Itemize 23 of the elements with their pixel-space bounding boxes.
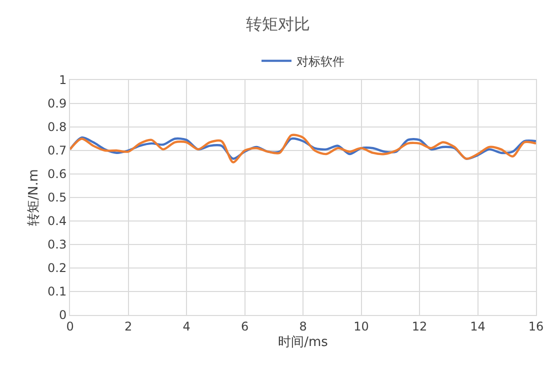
- y-tick-label: 0.2: [48, 261, 67, 276]
- x-tick-label: 14: [470, 319, 486, 334]
- y-axis-title: 转矩/N.m: [26, 169, 42, 226]
- y-tick-label: 0.6: [48, 167, 67, 182]
- x-tick-label: 10: [354, 319, 369, 334]
- x-tick-label: 16: [528, 319, 544, 334]
- y-tick-label: 1: [58, 73, 67, 88]
- x-tick-label: 2: [124, 319, 132, 334]
- y-tick-label: 0.8: [48, 120, 67, 134]
- legend-label: 对标软件: [296, 54, 344, 68]
- y-tick-label: 0.9: [48, 96, 67, 111]
- y-tick-label: 0.3: [48, 238, 67, 252]
- x-tick-label: 6: [240, 319, 249, 334]
- x-tick-label: 12: [412, 319, 428, 334]
- x-tick-label: 8: [299, 319, 307, 334]
- y-tick-label: 0.7: [48, 144, 67, 158]
- y-tick-label: 0.5: [48, 190, 67, 205]
- chart-title: 转矩对比: [246, 14, 310, 34]
- y-tick-label: 0.1: [48, 284, 67, 299]
- x-axis-title: 时间/ms: [278, 335, 328, 350]
- y-tick-label: 0: [58, 308, 67, 322]
- y-tick-label: 0.4: [48, 214, 67, 228]
- x-tick-label: 4: [182, 319, 190, 334]
